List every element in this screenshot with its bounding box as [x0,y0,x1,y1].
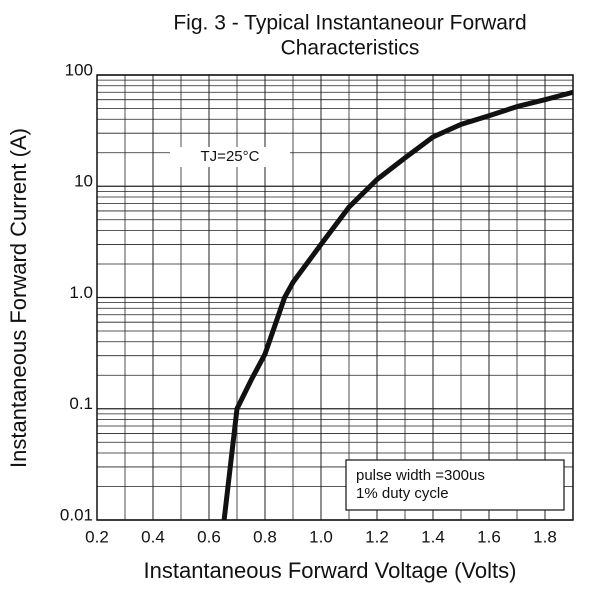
x-tick-label: 0.2 [85,527,109,546]
x-tick-label: 0.6 [197,527,221,546]
annotation: pulse width =300us [356,467,485,484]
y-tick-label: 0.01 [60,505,93,524]
x-tick-label: 1.4 [421,527,445,546]
x-tick-label: 1.8 [533,527,557,546]
x-tick-label: 1.2 [365,527,389,546]
annotation: 1% duty cycle [356,485,449,502]
annotation: TJ=25°C [201,148,260,165]
y-tick-label: 0.1 [69,394,93,413]
curve [221,89,574,521]
y-axis-label: Instantaneous Forward Current (A) [6,128,31,468]
y-tick-label: 1.0 [69,283,93,302]
chart-title: Characteristics [281,37,420,60]
annotation-box [345,459,565,511]
chart-title: Fig. 3 - Typical Instantaneour Forward [173,12,526,35]
x-axis-label: Instantaneous Forward Voltage (Volts) [144,558,517,583]
annotation-box [170,147,290,167]
y-tick-label: 10 [74,172,93,191]
x-tick-label: 0.4 [141,527,165,546]
x-tick-label: 1.6 [477,527,501,546]
x-tick-label: 0.8 [253,527,277,546]
y-tick-label: 100 [65,60,93,79]
x-tick-label: 1.0 [309,527,333,546]
plot-frame [96,74,574,521]
